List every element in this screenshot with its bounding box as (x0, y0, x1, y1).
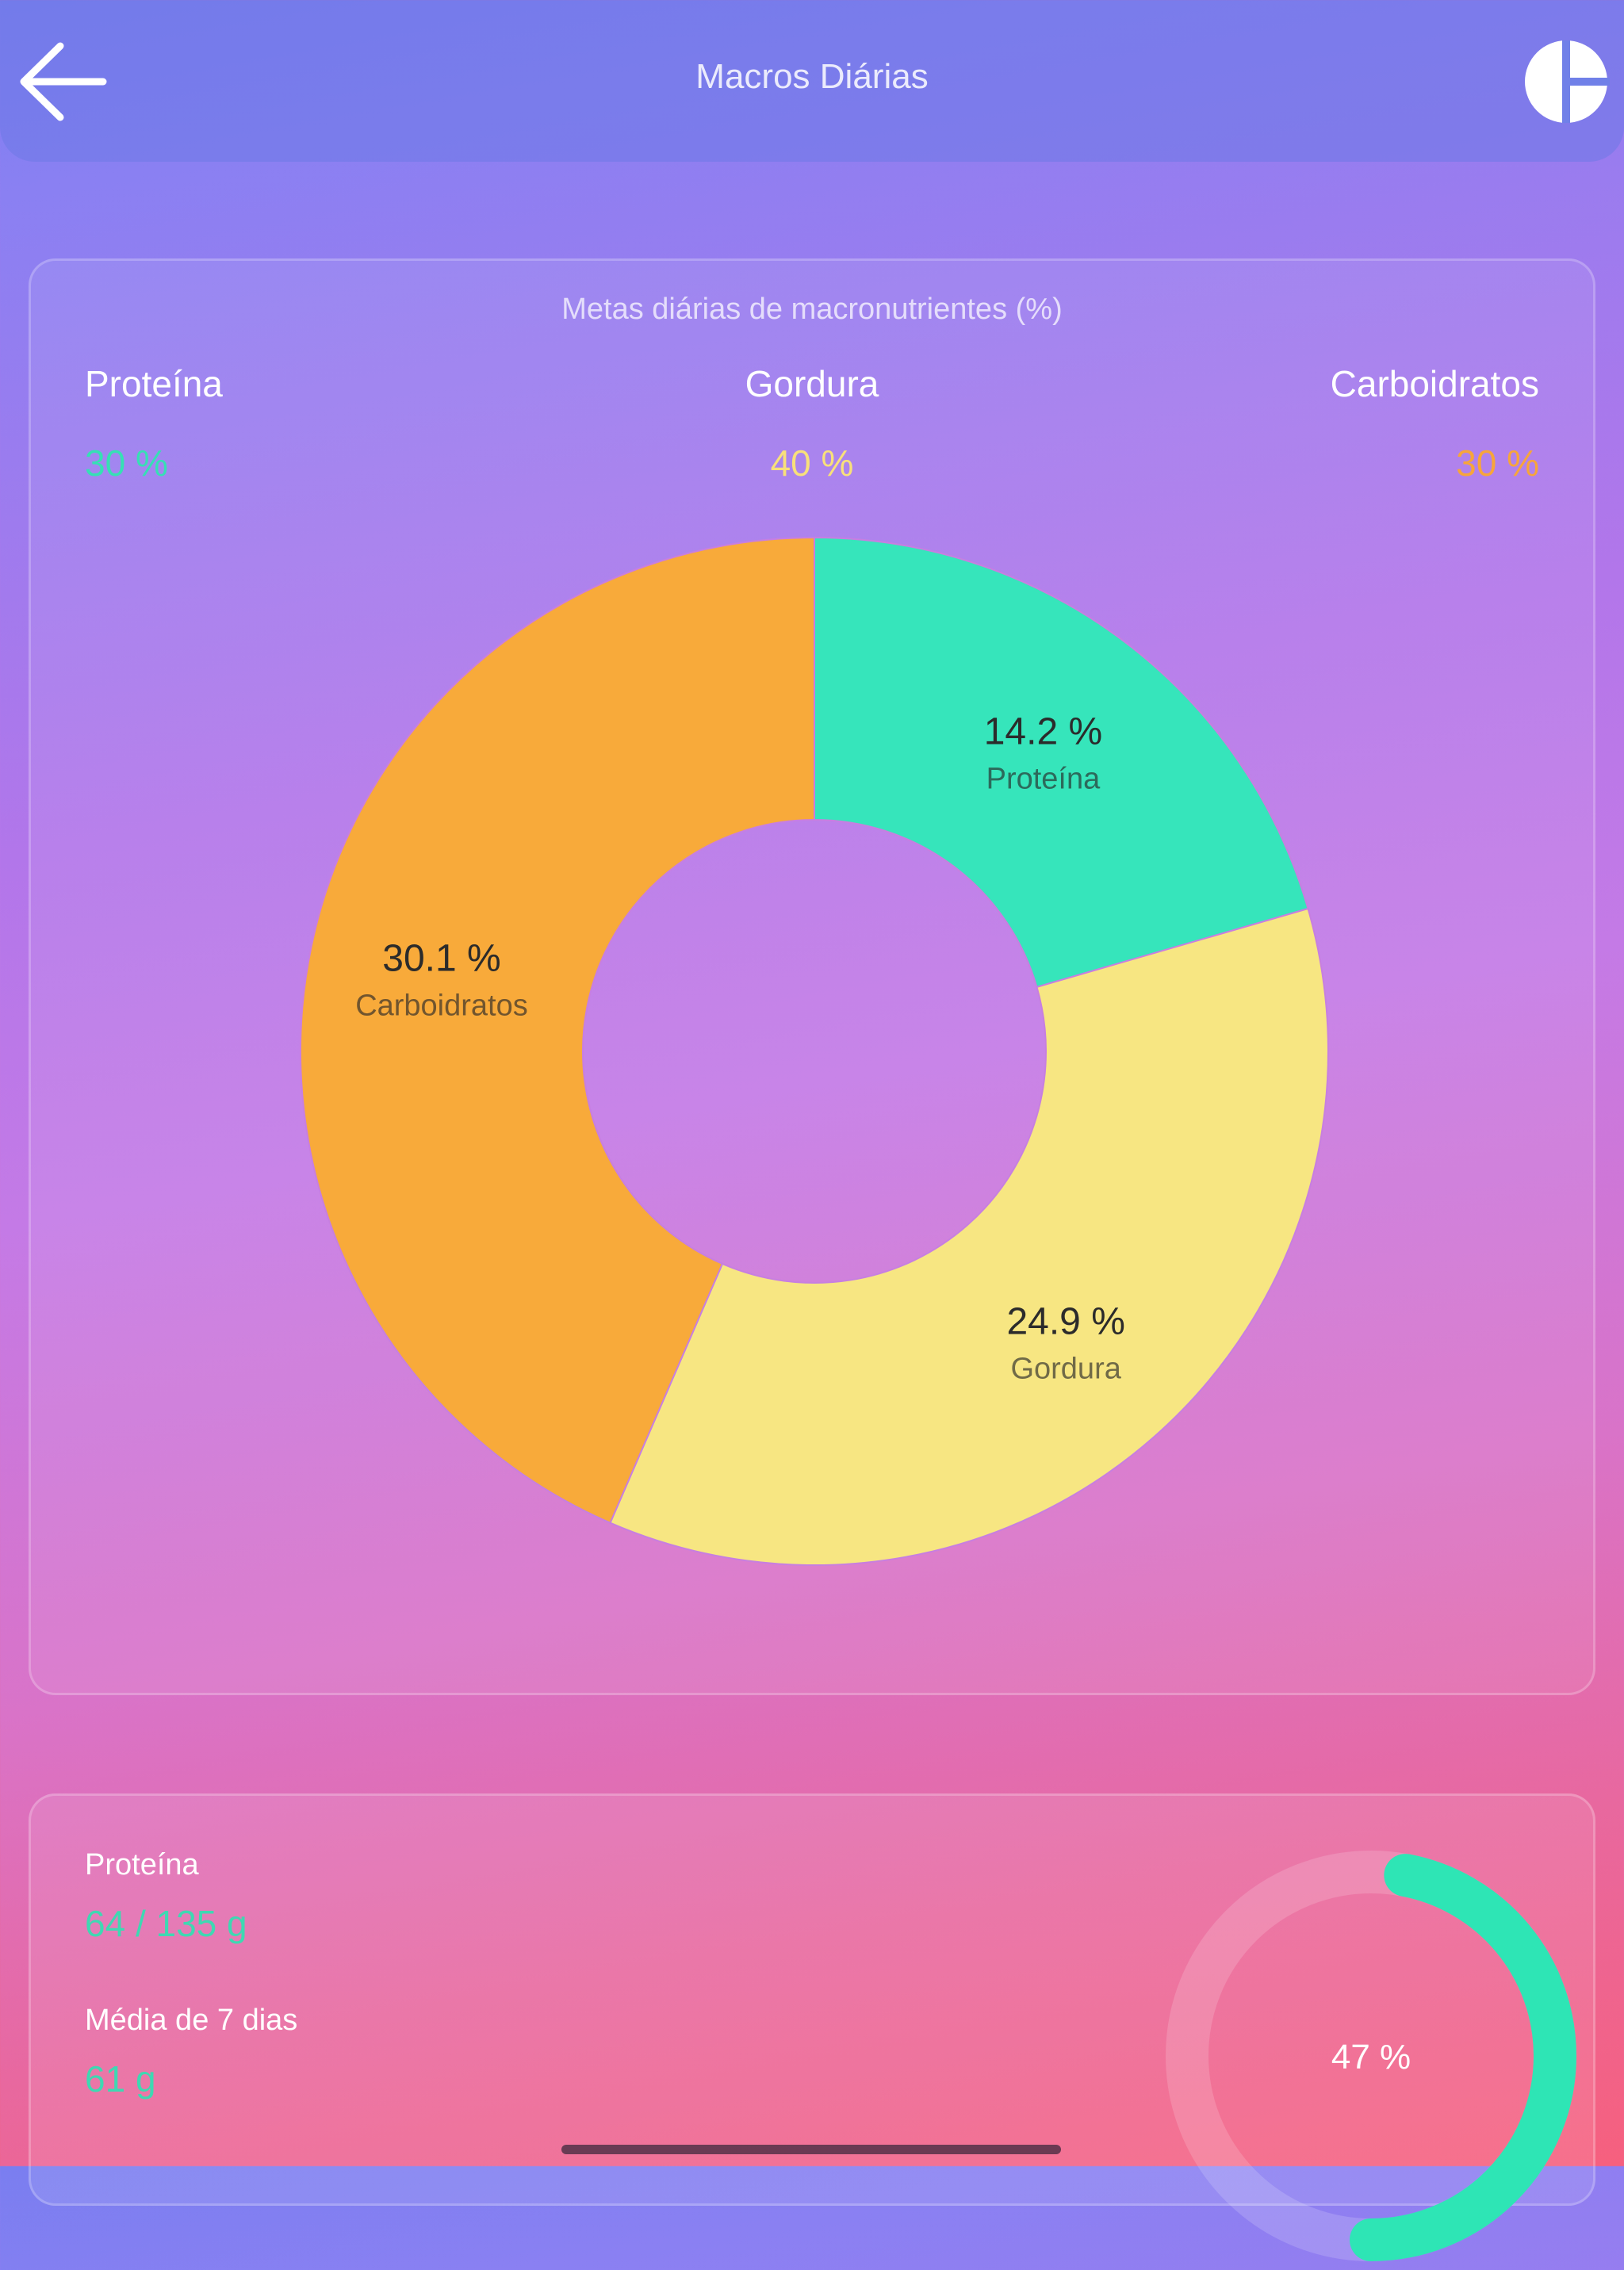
arrow-left-icon (20, 42, 107, 121)
avg-label: Média de 7 dias (85, 2004, 298, 2037)
pie-chart-icon (1525, 40, 1610, 123)
ring-percent-label: 47 % (1331, 2038, 1411, 2077)
goal-fat-label: Gordura (745, 363, 879, 404)
protein-progress-ring: 47 % (1166, 1851, 1576, 2261)
chart-view-button[interactable] (1522, 38, 1610, 125)
protein-value: 64 / 135 g (85, 1903, 247, 1944)
goal-carbs-label: Carboidratos (1330, 363, 1539, 404)
slice-value-label: 14.2 % (984, 710, 1102, 752)
donut-slice-1[interactable] (609, 907, 1329, 1566)
macro-donut-chart: 14.2 % Proteína 24.9 % Gordura 30.1 % Carboid… (300, 536, 1329, 1566)
goal-carbs-value[interactable]: 30 % (1456, 442, 1539, 484)
goal-fat-value[interactable]: 40 % (770, 442, 854, 484)
back-button[interactable] (17, 38, 109, 125)
macro-goals-card: Metas diárias de macronutrientes (%) Pro… (29, 258, 1595, 1695)
slice-name-label: Proteína (986, 762, 1101, 795)
page-title: Macros Diárias (695, 57, 929, 96)
donut-slice-0[interactable] (814, 536, 1309, 989)
donut-slice-2[interactable] (300, 536, 815, 1524)
protein-label: Proteína (85, 1848, 199, 1881)
goal-protein-value[interactable]: 30 % (85, 442, 168, 484)
avg-value: 61 g (85, 2058, 156, 2100)
home-indicator (561, 2145, 1061, 2154)
slice-name-label: Carboidratos (355, 990, 528, 1023)
slice-name-label: Gordura (1010, 1352, 1121, 1385)
top-bar: Macros Diárias (0, 0, 1624, 162)
protein-stats-card: Proteína 64 / 135 g Média de 7 dias 61 g… (29, 1793, 1595, 2261)
slice-value-label: 24.9 % (1006, 1300, 1124, 1342)
goal-protein-label: Proteína (85, 363, 223, 404)
goals-subtitle: Metas diárias de macronutrientes (%) (561, 293, 1063, 326)
slice-value-label: 30.1 % (382, 938, 500, 980)
